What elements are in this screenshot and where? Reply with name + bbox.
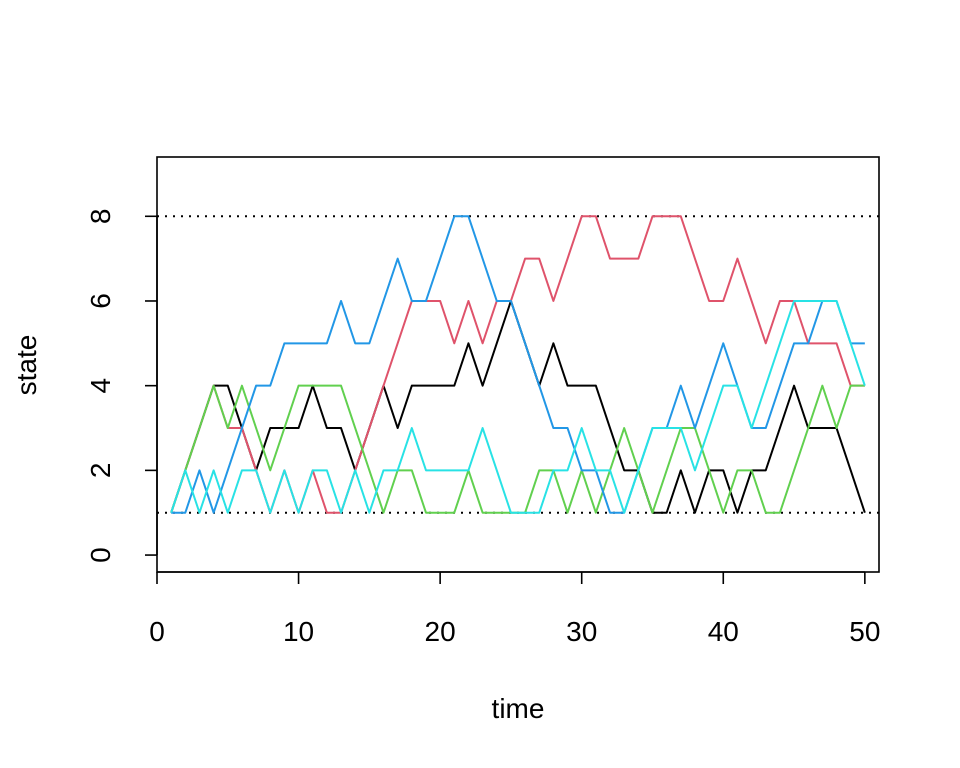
series-line-5: [170, 299, 866, 514]
x-tick-label: 50: [849, 616, 880, 647]
y-tick-label: 8: [85, 208, 116, 224]
x-tick-label: 0: [149, 616, 165, 647]
series-line-1: [170, 299, 866, 514]
x-tick-label: 10: [283, 616, 314, 647]
series-line-2: [170, 215, 865, 514]
reference-lines: [157, 215, 879, 514]
y-axis-label: state: [11, 335, 42, 396]
series-line-3: [170, 384, 865, 514]
x-tick-label: 30: [566, 616, 597, 647]
y-tick-label: 4: [85, 378, 116, 394]
y-tick-label: 6: [85, 293, 116, 309]
y-axis: 0 2 4 6 8: [85, 208, 158, 563]
x-axis: 0 10 20 30 40 50: [149, 571, 880, 647]
plot-frame: [156, 156, 880, 573]
x-tick-label: 40: [708, 616, 739, 647]
x-axis-label: time: [492, 693, 545, 724]
series-lines: [170, 215, 866, 514]
y-tick-label: 2: [85, 463, 116, 479]
series-line-4: [171, 215, 865, 514]
x-tick-label: 20: [425, 616, 456, 647]
y-tick-label: 0: [85, 547, 116, 563]
